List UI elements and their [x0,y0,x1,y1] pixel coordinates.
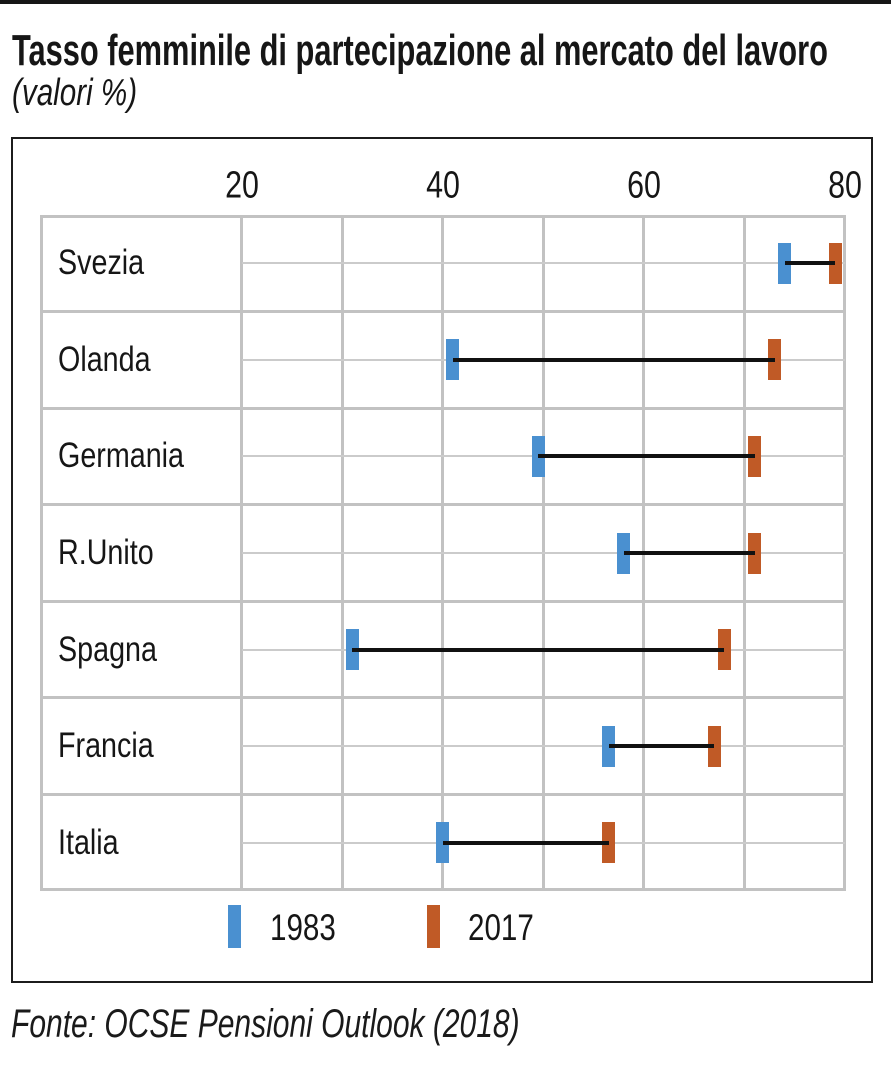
marker-2017 [828,242,842,284]
x-axis-tick-label: 60 [626,164,661,207]
dumbbell-connector [352,647,725,652]
row-boundary-line [40,792,846,796]
dumbbell-connector [608,744,715,749]
row-midline [241,552,845,554]
row-midline [241,745,845,748]
chart-frame: 20 40 60 80 Svezia Olanda Germania R.Unito Spagn… [11,137,873,983]
chart-title: Tasso femminile di partecipazione al mer… [12,26,828,75]
category-label: Svezia [58,243,145,283]
marker-2017 [748,532,762,574]
row-boundary-line [40,696,846,700]
x-axis-tick-label: 40 [425,164,460,207]
row-boundary-line [40,310,846,314]
x-axis-tick-label: 20 [224,164,259,207]
x-axis-tick-label: 80 [828,164,863,207]
category-label: Italia [58,822,119,862]
marker-2017 [707,725,721,767]
row-boundary-line [40,503,846,507]
category-label: Spagna [58,629,157,669]
chart-area: 20 40 60 80 Svezia Olanda Germania R.Unito Spagn… [13,139,871,981]
dumbbell-connector [442,840,609,845]
row-boundary-line [40,599,846,603]
dumbbell-connector [784,261,836,266]
legend-label-2017: 2017 [468,907,534,948]
legend-swatch-1983 [228,905,241,948]
marker-2017 [717,629,731,671]
top-rule [0,0,891,4]
row-boundary-line [40,406,846,410]
category-label: Olanda [58,339,151,379]
source-note: Fonte: OCSE Pensioni Outlook (2018) [11,1002,520,1046]
chart-subtitle: (valori %) [12,72,138,114]
dumbbell-connector [623,551,755,555]
dumbbell-connector [452,357,775,362]
dumbbell-connector [538,454,755,459]
row-midline [241,262,845,265]
marker-2017 [602,822,616,864]
legend-label-1983: 1983 [270,907,336,948]
category-label: R.Unito [58,533,154,572]
legend-swatch-2017 [427,905,440,948]
marker-2017 [748,435,762,477]
category-label: Francia [58,726,154,766]
marker-2017 [768,339,782,381]
category-label: Germania [58,436,185,476]
